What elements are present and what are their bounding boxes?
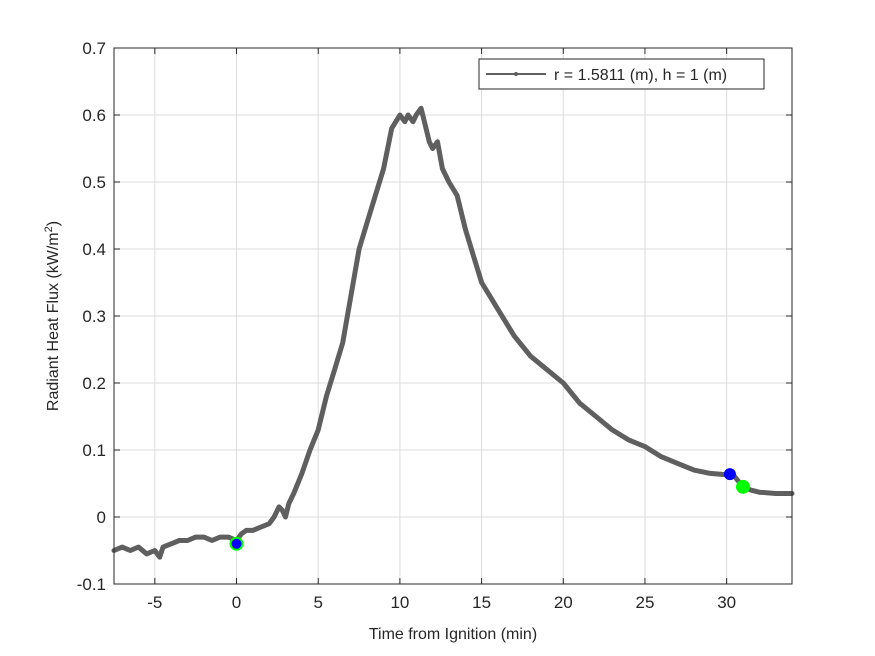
- y-tick-label: 0: [97, 508, 106, 527]
- y-tick-label: 0.3: [82, 307, 106, 326]
- x-tick-label: -5: [147, 593, 162, 612]
- x-tick-label: 15: [472, 593, 491, 612]
- legend-marker-icon: [514, 72, 518, 76]
- end-green-marker: [735, 479, 750, 494]
- x-tick-label: 5: [313, 593, 322, 612]
- y-axis-label: Radiant Heat Flux (kW/m2): [43, 221, 62, 411]
- legend-entry-label: r = 1.5811 (m), h = 1 (m): [554, 67, 727, 84]
- tick-labels: -5 0 5 10 15 20 25 30 -0.1 0 0.1 0.2 0.3 0.4 0.5 0.6 0.7: [77, 39, 736, 612]
- y-tick-label: 0.7: [82, 39, 106, 58]
- highlight-markers: [229, 468, 750, 551]
- x-tick-label: 25: [636, 593, 655, 612]
- plot-area: [111, 47, 795, 585]
- grid-lines: [114, 48, 792, 584]
- legend[interactable]: r = 1.5811 (m), h = 1 (m): [478, 58, 765, 90]
- x-tick-label: 20: [554, 593, 573, 612]
- data-series: [111, 105, 795, 560]
- y-tick-label: -0.1: [77, 575, 106, 594]
- axis-ticks: [114, 47, 792, 585]
- y-tick-label: 0.4: [82, 240, 106, 259]
- x-tick-label: 30: [717, 593, 736, 612]
- start-blue-marker: [231, 538, 242, 549]
- x-tick-label: 0: [232, 593, 241, 612]
- y-tick-label: 0.2: [82, 374, 106, 393]
- y-tick-label: 0.5: [82, 173, 106, 192]
- x-axis-label: Time from Ignition (min): [369, 626, 537, 643]
- end-blue-marker: [723, 468, 736, 481]
- y-tick-label: 0.1: [82, 441, 106, 460]
- x-tick-label: 10: [390, 593, 409, 612]
- y-tick-label: 0.6: [82, 106, 106, 125]
- series-line: [111, 105, 795, 560]
